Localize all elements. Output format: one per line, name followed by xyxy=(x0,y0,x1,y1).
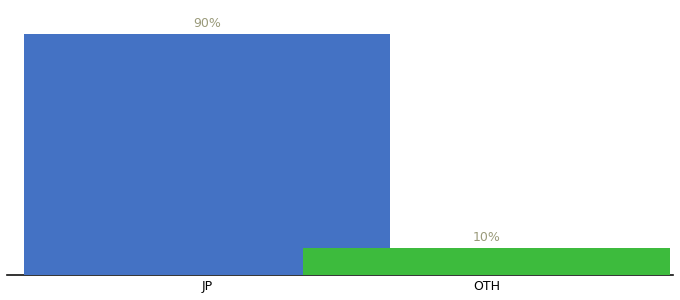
Bar xyxy=(24,34,390,275)
Text: 90%: 90% xyxy=(193,17,221,30)
Text: 10%: 10% xyxy=(473,231,500,244)
Bar xyxy=(303,248,670,275)
